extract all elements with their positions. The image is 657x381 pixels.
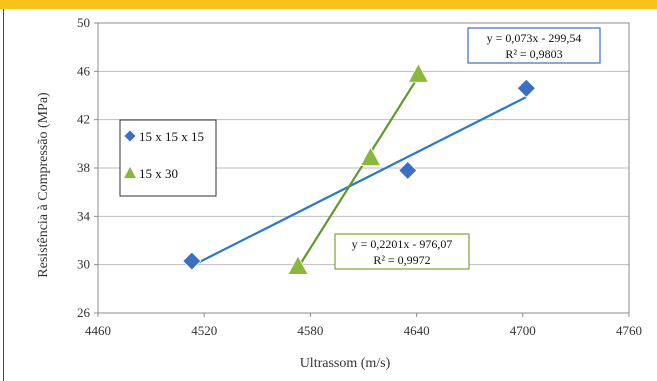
x-tick-label: 4640 <box>404 323 430 338</box>
legend-label-15x30: 15 x 30 <box>139 166 178 181</box>
trendline-15x15x15 <box>191 96 527 267</box>
legend-triangle-marker <box>124 167 136 179</box>
y-tick-label: 46 <box>77 63 91 78</box>
triangle-data-point <box>287 255 309 275</box>
y-tick-label: 34 <box>77 208 91 223</box>
equation-15x30: y = 0,2201x - 976,07 <box>352 237 453 251</box>
left-border-rule <box>3 9 4 381</box>
triangle-data-point <box>359 146 382 167</box>
y-tick-label: 50 <box>77 15 90 30</box>
equation-15x15x15: y = 0,073x - 299,54 <box>487 31 582 45</box>
diamond-data-point <box>398 160 418 180</box>
x-tick-label: 4520 <box>191 323 217 338</box>
x-axis-title: Ultrassom (m/s) <box>300 356 391 371</box>
legend-label-15x15x15: 15 x 15 x 15 <box>139 129 204 144</box>
trendlines <box>191 75 527 269</box>
r-squared-15x30: R² = 0,9972 <box>373 253 430 267</box>
equation-box-frame <box>467 27 601 64</box>
legend: 15 x 15 x 15 15 x 30 <box>119 119 217 197</box>
x-tick-label: 4700 <box>510 323 536 338</box>
x-tick-label: 4580 <box>297 323 323 338</box>
y-tick-label: 38 <box>77 160 90 175</box>
data-markers <box>182 62 536 275</box>
equation-box-15x30: y = 0,2201x - 976,07 R² = 0,9972 <box>334 233 470 270</box>
equation-box-15x15x15: y = 0,073x - 299,54 R² = 0,9803 <box>467 27 601 64</box>
y-tick-label: 42 <box>77 112 90 127</box>
equation-box-frame <box>334 233 470 270</box>
y-tick-label: 30 <box>77 257 90 272</box>
diamond-data-point <box>516 78 536 98</box>
triangle-data-point <box>407 62 430 83</box>
y-axis-title: Resistência à Compressão (MPa) <box>36 92 51 278</box>
legend-diamond-marker <box>124 130 136 142</box>
x-tick-label: 4460 <box>85 323 111 338</box>
diamond-data-point <box>182 251 202 271</box>
x-tick-label: 4760 <box>616 323 642 338</box>
legend-box <box>119 119 217 197</box>
trendline-15x30 <box>297 75 420 269</box>
y-tick-label: 26 <box>77 305 91 320</box>
r-squared-15x15x15: R² = 0,9803 <box>505 47 562 61</box>
y-axis-ticks: 26 30 34 38 42 46 50 <box>77 15 98 320</box>
x-axis-ticks: 4460 4520 4580 4640 4700 4760 <box>85 313 642 338</box>
top-accent-band <box>0 0 657 9</box>
